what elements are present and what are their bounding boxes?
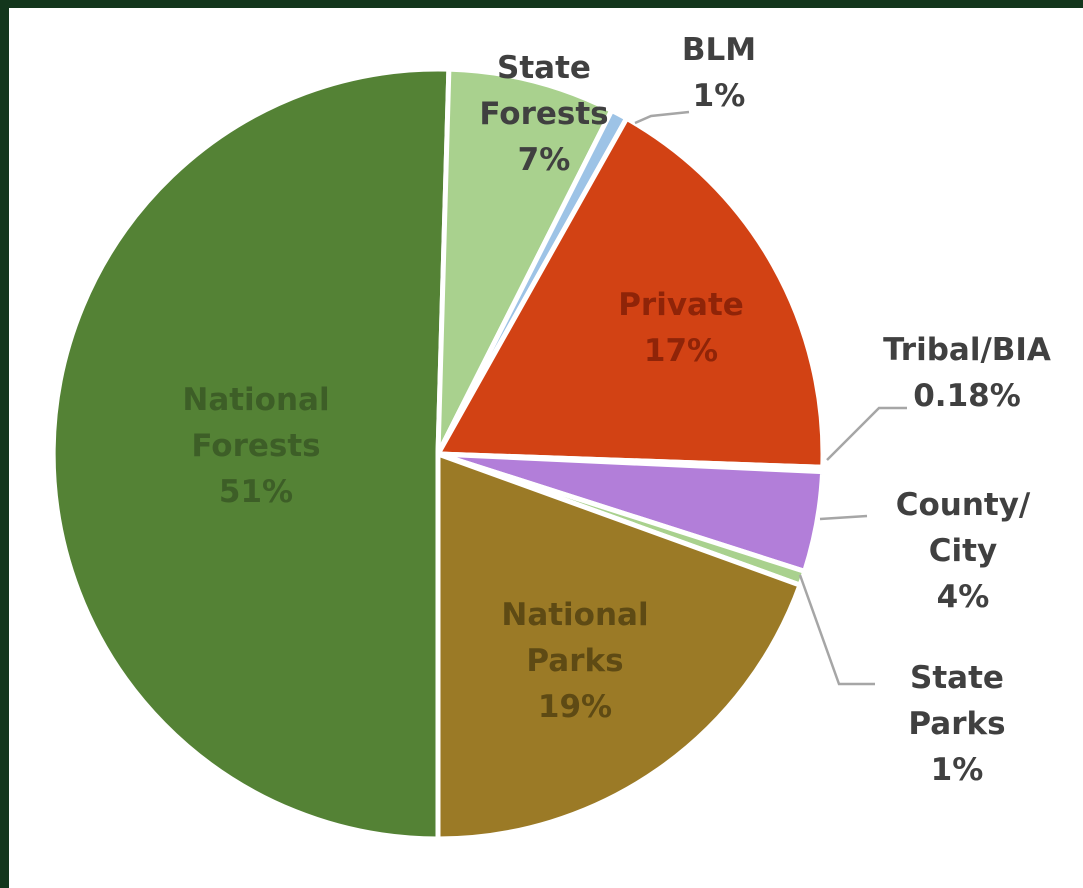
land-ownership-pie-chart: National Forests 51% State Forests 7% BLM 1% Pri… — [50, 32, 1051, 842]
slice-label-state-forests: State Forests 7% — [479, 50, 608, 178]
slice-name-line: Parks — [908, 706, 1005, 742]
slice-label-national-parks: National Parks 19% — [501, 597, 648, 725]
slice-value-label: 0.18% — [913, 378, 1021, 414]
slice-name-line: BLM — [682, 32, 756, 68]
leader-line-blm — [634, 110, 690, 125]
pie-slice-national-forests — [50, 66, 452, 842]
slice-value-label: 17% — [644, 333, 718, 369]
chart-panel: National Forests 51% State Forests 7% BLM 1% Pri… — [9, 8, 1083, 888]
slice-name-line: County/ — [896, 487, 1031, 523]
pie-slices — [50, 66, 826, 842]
slice-name-line: Parks — [526, 643, 623, 679]
slice-value-label: 1% — [693, 78, 746, 114]
slice-name-line: Tribal/BIA — [883, 332, 1051, 368]
slice-label-county-city: County/City 4% — [896, 487, 1031, 615]
slice-name-line: National — [182, 382, 329, 418]
slice-value-label: 1% — [931, 752, 984, 788]
slice-value-label: 19% — [538, 689, 612, 725]
slice-label-national-forests: National Forests 51% — [182, 382, 329, 510]
slice-label-state-parks: State Parks 1% — [908, 660, 1005, 788]
slice-labels: National Forests 51% State Forests 7% BLM 1% Pri… — [182, 32, 1051, 788]
pie-slice-national-parks — [435, 451, 803, 842]
slice-value-label: 51% — [219, 474, 293, 510]
slice-label-tribal-bia: Tribal/BIA 0.18% — [883, 332, 1051, 414]
pie-slice-private — [435, 115, 826, 470]
slice-name-line: Forests — [191, 428, 320, 464]
slice-name-line: State — [910, 660, 1004, 696]
leader-line-state-parks — [798, 574, 875, 686]
slice-value-label: 7% — [518, 142, 571, 178]
slice-name-line: National — [501, 597, 648, 633]
pie-slice-state-forests — [435, 66, 615, 457]
slice-value-label: 4% — [937, 579, 990, 615]
slice-label-private: Private 17% — [618, 287, 744, 369]
slice-name-line: Forests — [479, 96, 608, 132]
leader-line-county-city — [819, 514, 868, 521]
slice-name-line: City — [929, 533, 997, 569]
slice-name-line: Private — [618, 287, 744, 323]
slice-label-blm: BLM 1% — [682, 32, 756, 114]
slice-name-line: State — [497, 50, 591, 86]
leader-lines — [634, 110, 907, 686]
leader-line-tribal-bia — [826, 406, 907, 461]
